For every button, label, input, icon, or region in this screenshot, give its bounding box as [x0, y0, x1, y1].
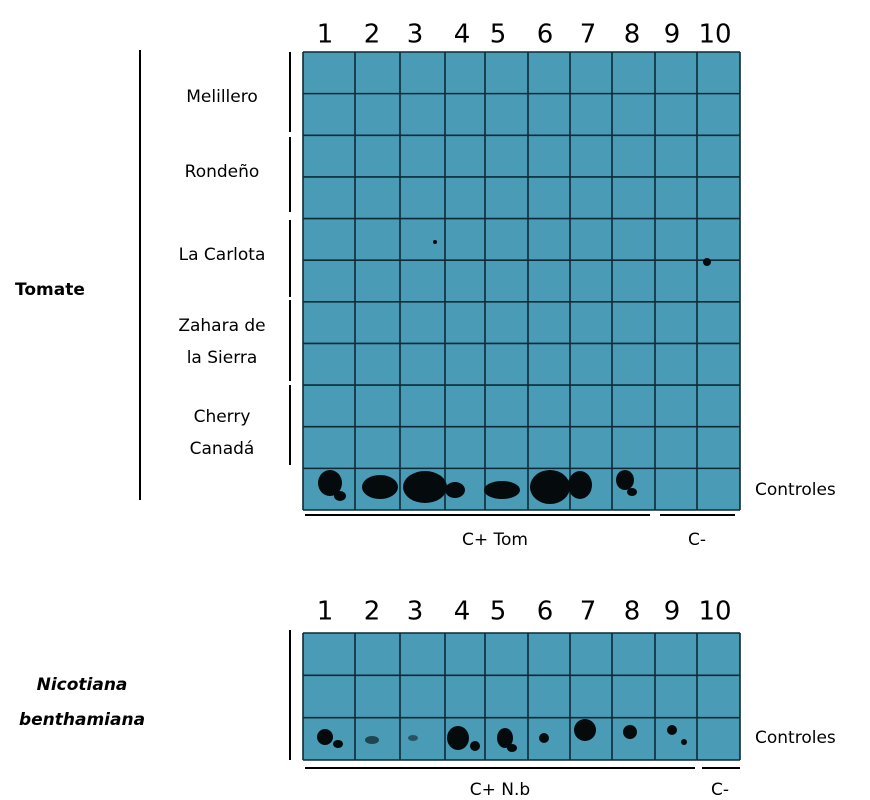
group-label: Nicotiana — [37, 675, 128, 695]
column-number: 10 — [698, 20, 731, 50]
column-number: 8 — [624, 597, 641, 627]
column-number: 8 — [624, 20, 641, 50]
row-label: Cherry — [194, 407, 251, 427]
row-label: Canadá — [190, 439, 255, 459]
group-label: benthamiana — [19, 710, 145, 730]
row-label: Rondeño — [185, 162, 260, 182]
column-number: 9 — [664, 597, 681, 627]
column-number: 6 — [537, 20, 554, 50]
negative-label: C- — [688, 530, 706, 550]
column-number: 2 — [364, 20, 381, 50]
column-number: 6 — [537, 597, 554, 627]
column-number: 3 — [407, 597, 424, 627]
membrane-top — [303, 52, 740, 510]
column-number: 7 — [580, 20, 597, 50]
negative-label: C- — [711, 780, 729, 800]
column-number: 1 — [317, 20, 334, 50]
positive-label: C+ Tom — [462, 530, 528, 550]
controls-label: Controles — [755, 728, 836, 748]
figure: Tomate Controles C+ Tom C- Nicotiana ben… — [0, 0, 870, 800]
column-number: 4 — [454, 597, 471, 627]
column-number: 10 — [698, 597, 731, 627]
row-label: la Sierra — [187, 348, 258, 368]
group-label: Tomate — [15, 280, 85, 300]
row-label: La Carlota — [179, 245, 266, 265]
column-number: 2 — [364, 597, 381, 627]
column-number: 3 — [407, 20, 424, 50]
column-number: 7 — [580, 597, 597, 627]
column-number: 1 — [317, 597, 334, 627]
row-label: Melillero — [186, 87, 258, 107]
column-number: 4 — [454, 20, 471, 50]
column-number: 9 — [664, 20, 681, 50]
row-label: Zahara de — [178, 316, 265, 336]
positive-label: C+ N.b — [470, 780, 530, 800]
column-number: 5 — [490, 20, 507, 50]
column-number: 5 — [490, 597, 507, 627]
controls-label: Controles — [755, 480, 836, 500]
